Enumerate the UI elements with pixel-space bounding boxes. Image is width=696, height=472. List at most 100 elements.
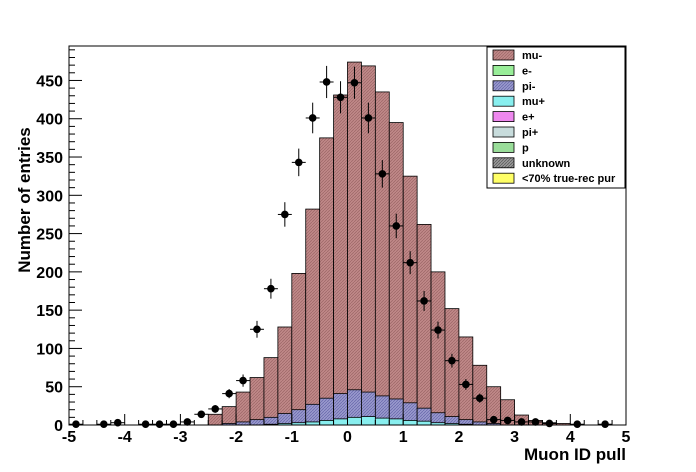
legend-swatch-2: [492, 80, 515, 92]
data-point-19: [361, 102, 376, 134]
legend-swatch-6: [492, 141, 515, 153]
data-point-1: [96, 420, 111, 429]
y-tick-label-5: 250: [36, 227, 63, 244]
x-tick-label-2: -3: [173, 429, 187, 446]
data-marker-20: [378, 170, 387, 178]
data-point-8: [208, 405, 223, 413]
legend-label-2: pi-: [522, 81, 536, 93]
y-axis-title: Number of entries: [15, 127, 34, 272]
y-tick-label-0: 0: [54, 418, 63, 435]
data-marker-9: [225, 389, 233, 398]
x-tick-label-7: 2: [454, 429, 463, 446]
data-point-34: [598, 420, 613, 429]
x-tick-label-9: 4: [566, 429, 575, 446]
legend-label-0: mu-: [522, 50, 543, 62]
y-tick-label-8: 400: [36, 112, 63, 129]
data-point-32: [542, 419, 557, 428]
data-point-27: [472, 393, 487, 403]
data-marker-33: [573, 420, 582, 429]
data-marker-34: [601, 420, 609, 429]
data-point-6: [180, 418, 195, 426]
y-tick-label-2: 100: [36, 341, 63, 358]
data-point-24: [431, 321, 445, 339]
data-point-5: [166, 420, 181, 429]
legend-label-8: <70% true-rec pur: [522, 173, 616, 185]
y-tick-label-3: 150: [36, 303, 63, 320]
data-marker-25: [448, 356, 456, 365]
bar-mu--3: [249, 377, 265, 426]
data-point-26: [458, 379, 473, 390]
legend-label-4: e+: [522, 112, 535, 124]
data-marker-14: [294, 158, 303, 167]
data-marker-7: [197, 410, 206, 419]
data-point-12: [263, 278, 278, 299]
data-point-28: [486, 415, 501, 424]
y-tick-label-6: 300: [36, 188, 63, 205]
bar-mu+-9: [388, 418, 404, 426]
bar-mu--4: [263, 357, 279, 426]
data-marker-4: [155, 420, 164, 429]
data-marker-18: [350, 78, 359, 87]
data-marker-13: [281, 210, 289, 219]
data-point-16: [319, 65, 334, 99]
data-marker-23: [420, 297, 428, 305]
legend-swatch-8: [492, 172, 515, 184]
bar-mu--6: [291, 272, 307, 426]
data-point-21: [389, 213, 404, 239]
data-points: [69, 65, 613, 429]
data-point-7: [194, 410, 209, 419]
data-point-29: [500, 416, 515, 425]
data-marker-30: [517, 418, 526, 426]
data-marker-26: [462, 380, 470, 389]
x-tick-label-3: -2: [229, 429, 243, 446]
data-point-20: [375, 160, 390, 188]
data-point-23: [417, 291, 432, 311]
data-marker-17: [336, 93, 345, 102]
data-point-13: [277, 202, 292, 227]
legend-label-1: e-: [522, 65, 532, 77]
data-point-9: [222, 389, 237, 399]
bar-mu--13: [388, 122, 404, 426]
bar-mu+-5: [333, 418, 348, 426]
legend: mu-e-pi-mu+ e+ pi+ p unknown <70% true-rec pu…: [486, 46, 626, 189]
legend-swatch-4: [492, 111, 515, 122]
data-point-0: [69, 420, 83, 429]
y-tick-label-4: 200: [36, 265, 63, 282]
legend-swatch-3: [492, 95, 515, 107]
bar-mu--8: [319, 137, 334, 426]
bar-mu--12: [374, 91, 390, 426]
bar-mu--16: [430, 271, 446, 426]
data-marker-28: [489, 415, 498, 424]
x-tick-label-10: 5: [622, 429, 631, 446]
data-point-3: [138, 420, 153, 429]
data-point-15: [305, 102, 320, 134]
data-point-31: [528, 418, 543, 426]
legend-swatch-0: [492, 49, 515, 61]
bar-mu+-10: [402, 420, 418, 426]
data-marker-5: [169, 420, 178, 429]
bar-mu+-11: [416, 420, 432, 426]
x-tick-label-6: 1: [399, 429, 408, 446]
data-point-30: [514, 418, 529, 426]
y-tick-label-7: 350: [36, 150, 63, 167]
data-point-14: [291, 148, 306, 177]
data-marker-32: [545, 419, 554, 428]
data-marker-27: [475, 394, 484, 403]
data-marker-10: [239, 376, 247, 385]
data-marker-0: [72, 420, 80, 429]
data-point-33: [570, 420, 585, 429]
data-point-4: [152, 420, 167, 429]
data-marker-21: [392, 222, 401, 230]
bar-mu--5: [277, 326, 293, 426]
data-point-18: [347, 66, 362, 99]
bar-mu+-8: [374, 417, 390, 426]
y-axis: 0 50 100 150 200 250 300 350 400 450: [36, 49, 82, 435]
x-tick-label-0: -5: [62, 429, 76, 446]
data-marker-29: [503, 416, 512, 425]
series-mu-: [207, 61, 571, 426]
data-marker-16: [322, 78, 331, 86]
data-point-17: [333, 81, 348, 114]
data-marker-22: [406, 258, 414, 267]
data-marker-3: [141, 420, 150, 429]
